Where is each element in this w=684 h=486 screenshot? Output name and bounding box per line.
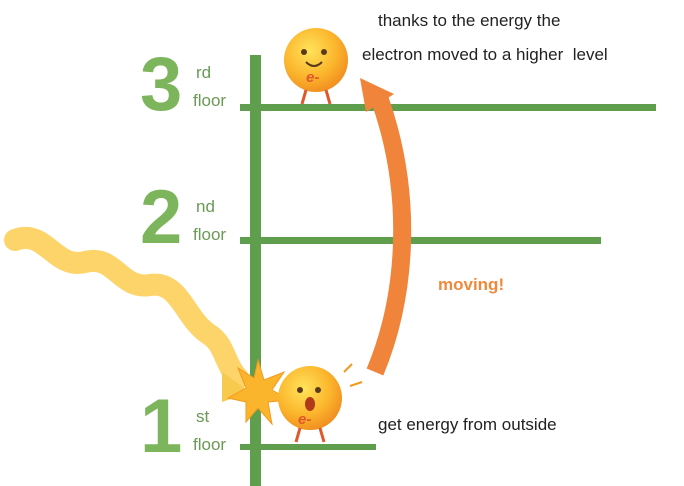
note-line: thanks to the energy the (378, 11, 560, 30)
electron-bottom: e- (278, 364, 362, 442)
floor-word: floor (193, 91, 226, 110)
moving-label: moving! (438, 275, 504, 294)
electron-top: e- (284, 28, 348, 104)
floor-3-line (240, 104, 656, 111)
floor-number: 2 (140, 175, 182, 260)
moving-arrow (375, 100, 402, 372)
floor-1-line (240, 444, 376, 450)
diagram: 3 rd floor 2 nd floor 1 st floor moving!… (0, 0, 684, 486)
vertical-pillar (250, 55, 261, 486)
note-line: get energy from outside (378, 415, 557, 434)
floor-word: floor (193, 225, 226, 244)
floor-word: floor (193, 435, 226, 454)
note-line: electron moved to a higher level (362, 45, 608, 64)
electron-label: e- (298, 411, 311, 428)
floor-number: 3 (140, 42, 182, 127)
energy-wave (15, 238, 238, 378)
floor-suffix: st (196, 407, 210, 426)
electron-label: e- (306, 69, 319, 86)
floor-2-line (240, 237, 601, 244)
floor-number: 1 (140, 384, 182, 469)
floor-suffix: rd (196, 63, 211, 82)
floor-suffix: nd (196, 197, 215, 216)
